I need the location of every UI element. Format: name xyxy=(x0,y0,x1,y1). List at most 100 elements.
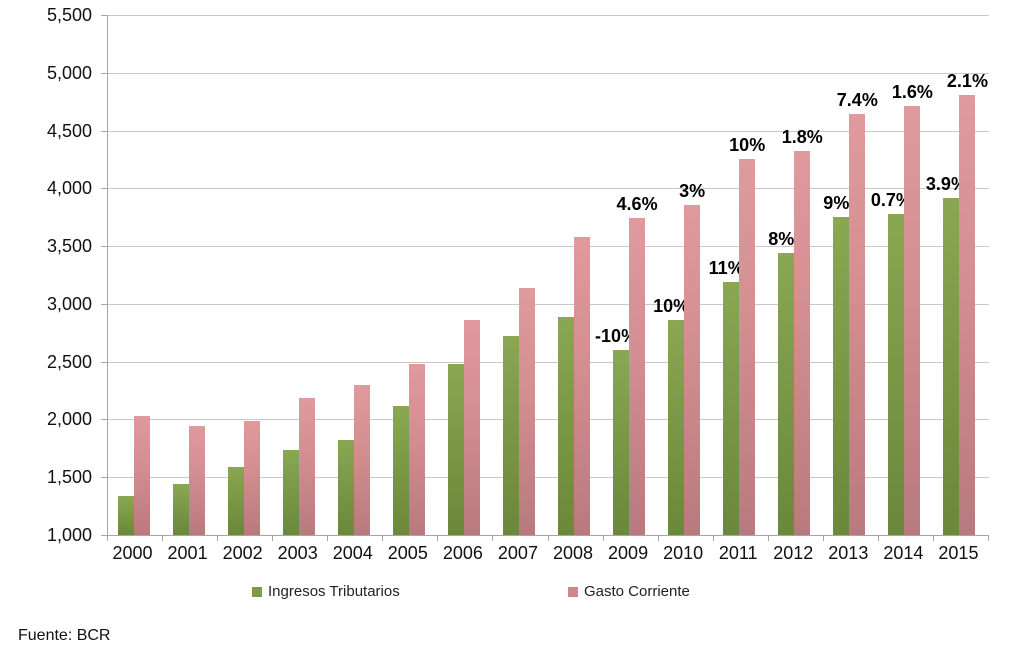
y-axis-tick xyxy=(101,361,107,363)
bar-ingresos-tributarios-2004 xyxy=(337,440,354,535)
bar-value-label: 1.6% xyxy=(891,82,933,103)
y-tick-label: 5,000 xyxy=(46,62,92,83)
x-tick-label: 2013 xyxy=(828,543,869,563)
legend-item-gasto: Gasto Corriente xyxy=(568,584,690,600)
y-tick-label: 2,000 xyxy=(46,409,92,430)
x-tick-label: 2012 xyxy=(773,543,814,563)
bar-ingresos-tributarios-2015 xyxy=(943,197,960,535)
x-tick-label: 2006 xyxy=(442,543,483,563)
y-tick-label: 2,500 xyxy=(46,351,92,372)
bar-gasto-corriente-2009 xyxy=(629,218,646,535)
gridline xyxy=(108,130,989,132)
y-tick-label: 3,500 xyxy=(46,236,92,257)
bar-value-label: 1.8% xyxy=(781,127,823,148)
source-note: Fuente: BCR xyxy=(18,627,111,644)
x-axis-tick xyxy=(822,536,824,541)
x-axis-tick xyxy=(382,536,384,541)
bar-ingresos-tributarios-2009 xyxy=(613,350,630,535)
bar-ingresos-tributarios-2003 xyxy=(282,449,299,535)
bar-gasto-corriente-2004 xyxy=(353,384,370,535)
bar-ingresos-tributarios-2000 xyxy=(117,495,134,535)
bar-value-label: 3.9% xyxy=(925,173,967,194)
x-tick-label: 2000 xyxy=(112,543,153,563)
x-tick-label: 2004 xyxy=(332,543,373,563)
x-axis-tick xyxy=(162,536,164,541)
bar-value-label: 11% xyxy=(708,257,744,278)
bar-gasto-corriente-2010 xyxy=(684,204,701,535)
y-tick-label: 3,000 xyxy=(46,293,92,314)
bar-value-label: 7.4% xyxy=(836,90,878,111)
legend-swatch-ingresos xyxy=(252,587,262,597)
legend-label-gasto: Gasto Corriente xyxy=(584,583,690,600)
plot-area: -10% 10% 11% 8% 9% 0.7% 3.9% 4.6% 3% 10% 1.8% 7.4% 1… xyxy=(107,15,989,536)
x-axis-tick xyxy=(327,536,329,541)
bar-gasto-corriente-2008 xyxy=(574,236,590,535)
bar-gasto-corriente-2003 xyxy=(298,397,315,535)
x-axis-tick xyxy=(657,536,659,541)
y-axis-tick xyxy=(101,303,107,305)
legend-label-ingresos: Ingresos Tributarios xyxy=(268,583,400,600)
bar-gasto-corriente-2005 xyxy=(408,363,425,535)
bar-value-label: 10% xyxy=(653,296,690,317)
bar-value-label: 10% xyxy=(729,135,766,156)
bar-ingresos-tributarios-2002 xyxy=(227,466,244,535)
bar-ingresos-tributarios-2011 xyxy=(723,281,740,535)
y-tick-label: 4,500 xyxy=(46,120,92,141)
x-tick-label: 2010 xyxy=(663,543,704,563)
x-tick-label: 2009 xyxy=(608,543,649,563)
y-axis-tick xyxy=(101,535,107,536)
x-tick-label: 2002 xyxy=(222,543,263,563)
y-axis-tick xyxy=(101,477,107,479)
x-axis-tick xyxy=(217,536,219,541)
bar-gasto-corriente-2015 xyxy=(959,94,976,535)
gridline xyxy=(108,477,989,479)
legend-item-ingresos: Ingresos Tributarios xyxy=(252,584,400,600)
bar-gasto-corriente-2002 xyxy=(243,420,260,535)
gridline xyxy=(108,72,989,74)
x-axis-tick xyxy=(767,536,769,541)
x-tick-label: 2014 xyxy=(883,543,924,563)
legend-swatch-gasto xyxy=(568,587,578,597)
bar-gasto-corriente-2014 xyxy=(904,106,921,535)
gridline xyxy=(108,361,989,363)
x-tick-label: 2001 xyxy=(167,543,208,563)
bar-gasto-corriente-2001 xyxy=(188,426,205,535)
x-axis-tick xyxy=(712,536,714,541)
bar-gasto-corriente-2012 xyxy=(794,151,811,535)
x-axis-tick xyxy=(437,536,439,541)
x-axis-tick xyxy=(492,536,494,541)
y-tick-label: 1,000 xyxy=(46,525,92,545)
bar-value-label: -10% xyxy=(595,326,638,347)
bar-ingresos-tributarios-2001 xyxy=(172,484,189,535)
bar-value-label: 9% xyxy=(823,193,850,214)
x-axis-tick xyxy=(932,536,934,541)
gridline xyxy=(108,246,989,248)
x-tick-label: 2003 xyxy=(277,543,318,563)
y-axis-tick xyxy=(101,419,107,421)
x-axis-tick xyxy=(602,536,604,541)
x-axis-tick xyxy=(988,536,989,541)
bar-ingresos-tributarios-2012 xyxy=(778,253,795,535)
y-axis-tick xyxy=(101,72,107,74)
gridline xyxy=(108,303,989,305)
y-tick-label: 4,000 xyxy=(46,178,92,199)
bar-value-label: 4.6% xyxy=(616,194,658,215)
bar-ingresos-tributarios-2005 xyxy=(392,405,409,535)
gridline xyxy=(108,419,989,421)
x-axis-tick xyxy=(107,536,108,541)
bar-gasto-corriente-2007 xyxy=(518,287,535,535)
bar-ingresos-tributarios-2006 xyxy=(447,363,464,535)
x-axis-tick xyxy=(877,536,879,541)
y-axis-tick xyxy=(101,15,107,16)
y-axis-tick xyxy=(101,246,107,248)
y-axis-tick xyxy=(101,188,107,190)
bar-ingresos-tributarios-2014 xyxy=(888,213,905,535)
bar-gasto-corriente-2011 xyxy=(739,159,756,535)
x-tick-label: 2005 xyxy=(387,543,428,563)
bar-value-label: 2.1% xyxy=(946,70,988,91)
bar-ingresos-tributarios-2013 xyxy=(833,217,850,535)
x-axis-tick xyxy=(272,536,274,541)
bar-value-label: 0.7% xyxy=(870,189,912,210)
y-axis-tick xyxy=(101,130,107,132)
bar-ingresos-tributarios-2007 xyxy=(502,336,519,535)
